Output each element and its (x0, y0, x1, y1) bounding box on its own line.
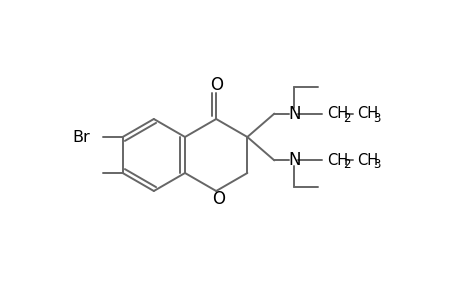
Text: O: O (209, 76, 222, 94)
Text: N: N (287, 152, 300, 169)
Text: Br: Br (72, 130, 90, 145)
Text: 2: 2 (342, 158, 349, 171)
Text: CH: CH (356, 153, 377, 168)
Text: CH: CH (326, 153, 347, 168)
Text: 2: 2 (342, 112, 349, 124)
Text: 3: 3 (372, 158, 379, 171)
Text: CH: CH (356, 106, 377, 121)
Text: 3: 3 (372, 112, 379, 124)
Text: CH: CH (326, 106, 347, 121)
Text: O: O (211, 190, 224, 208)
Text: N: N (287, 105, 300, 123)
